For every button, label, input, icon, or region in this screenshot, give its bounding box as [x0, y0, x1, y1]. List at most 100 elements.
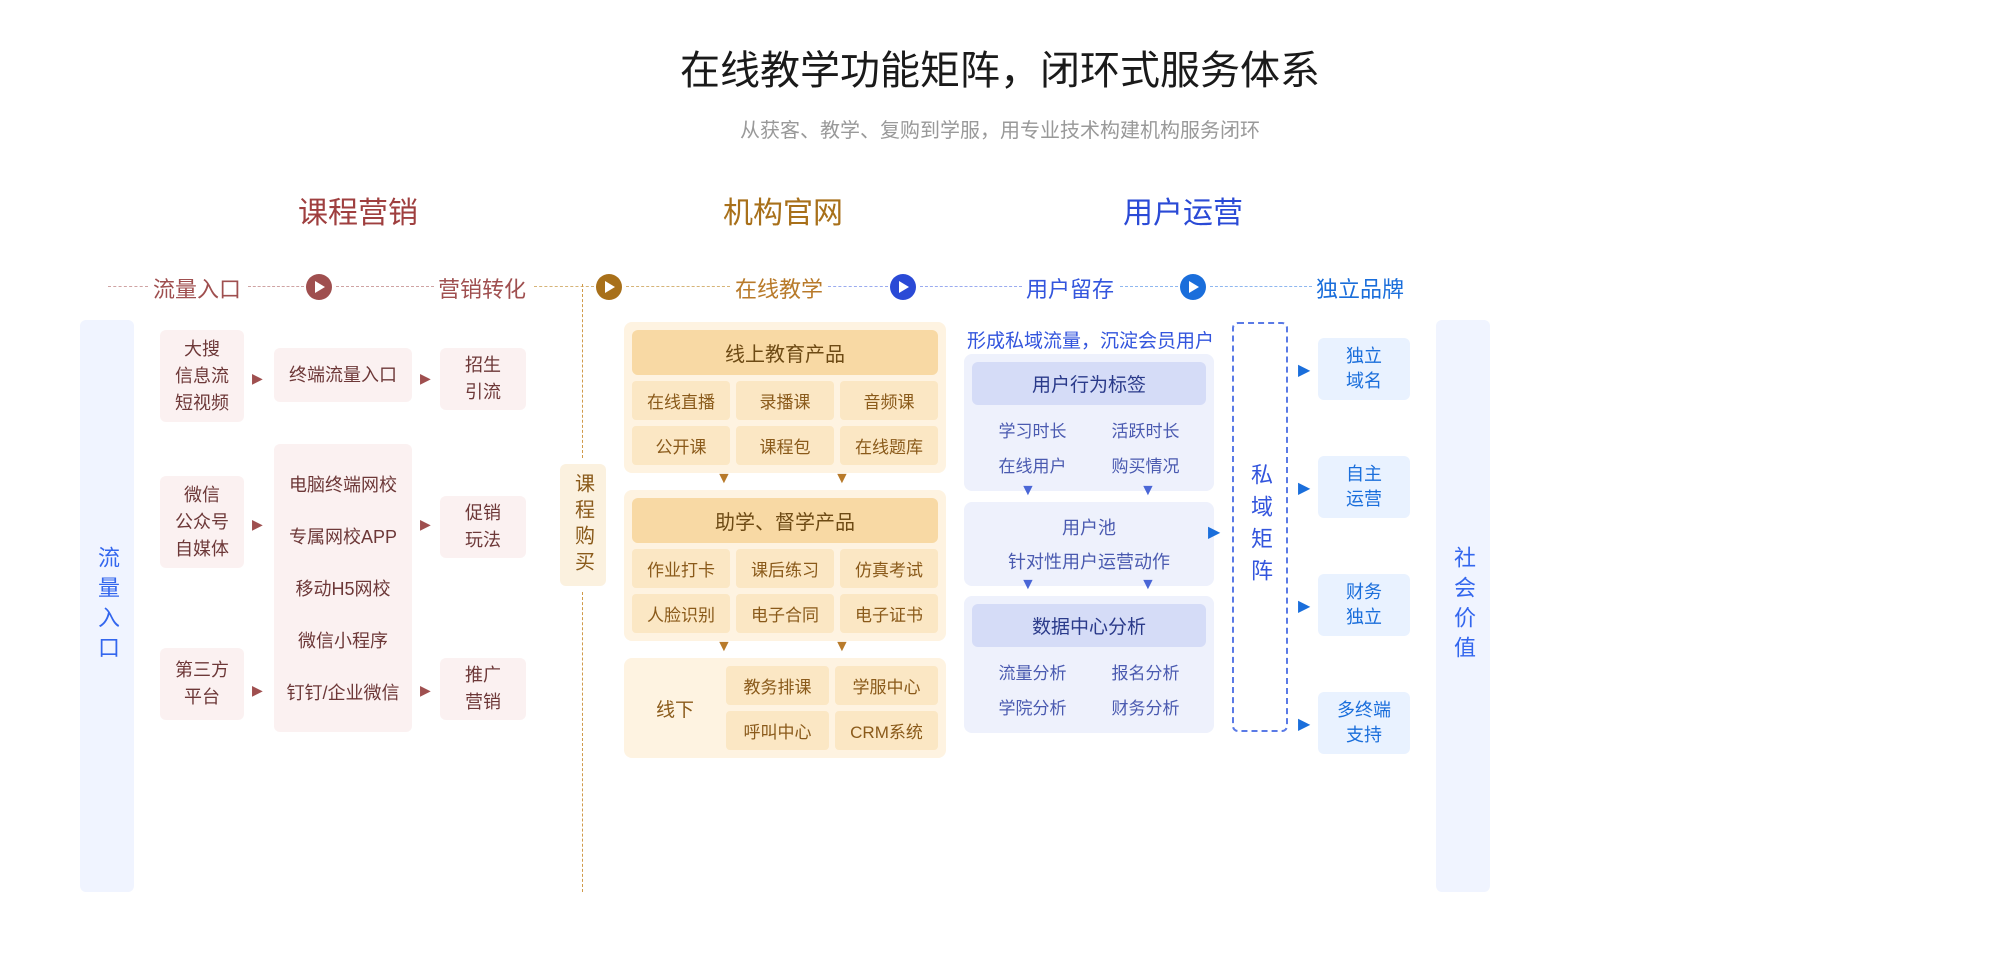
play-arrow-icon [890, 274, 916, 300]
pillar-heading: 课程营销 [298, 188, 418, 232]
feature-chip: 作业打卡 [632, 549, 730, 588]
pillar-heading: 机构官网 [723, 188, 843, 232]
terminal-item: 钉钉/企业微信 [286, 679, 399, 705]
play-arrow-icon [1180, 274, 1206, 300]
dash-line [248, 286, 304, 287]
private-matrix-box: 私域矩阵 [1232, 322, 1288, 732]
stage-label: 流量入口 [153, 272, 241, 304]
chevron-right-icon: ▶ [1298, 596, 1310, 616]
vertical-dash-line [582, 284, 583, 458]
stage-label: 用户留存 [1026, 272, 1114, 304]
chevron-down-icon: ▼ [1140, 576, 1156, 594]
feature-chip: 仿真考试 [840, 549, 938, 588]
dash-line [828, 286, 888, 287]
chevron-right-icon: ▶ [1298, 714, 1310, 734]
dash-line [920, 286, 1022, 287]
group-header: 线上教育产品 [632, 330, 938, 375]
chevron-down-icon: ▼ [716, 470, 732, 488]
play-arrow-icon [306, 274, 332, 300]
chevron-right-icon: ▶ [1208, 522, 1220, 542]
dash-line [534, 286, 594, 287]
brand-chip: 多终端 支持 [1318, 692, 1410, 754]
pool-line: 针对性用户运营动作 [964, 544, 1214, 578]
metric-label: 活跃时长 [1099, 417, 1192, 442]
convert-box: 推广 营销 [440, 658, 526, 720]
play-arrow-icon [596, 274, 622, 300]
traffic-source-box: 微信 公众号 自媒体 [160, 476, 244, 568]
pillar-heading: 用户运营 [1123, 188, 1243, 232]
terminals-box: 电脑终端网校专属网校APP 移动H5网校微信小程序钉钉/企业微信 [274, 444, 412, 732]
feature-chip: 在线直播 [632, 381, 730, 420]
traffic-source-box: 第三方 平台 [160, 648, 244, 720]
feature-chip: 教务排课 [726, 666, 829, 705]
offline-group: 线下教务排课学服中心呼叫中心CRM系统 [624, 658, 946, 758]
feature-chip: 录播课 [736, 381, 834, 420]
chevron-down-icon: ▼ [1020, 482, 1036, 500]
chevron-right-icon: ▶ [420, 682, 431, 699]
feature-chip: 电子证书 [840, 594, 938, 633]
metric-label: 购买情况 [1099, 452, 1192, 477]
brand-chip: 自主 运营 [1318, 456, 1410, 518]
chevron-down-icon: ▼ [716, 638, 732, 656]
feature-chip: 课后练习 [736, 549, 834, 588]
chevron-right-icon: ▶ [1298, 360, 1310, 380]
terminal-item: 电脑终端网校 [289, 471, 397, 497]
page-subtitle: 从获客、教学、复购到学服，用专业技术构建机构服务闭环 [0, 114, 2000, 143]
user-pool-panel: 用户池针对性用户运营动作 [964, 502, 1214, 586]
feature-chip: 学服中心 [835, 666, 938, 705]
brand-chip: 财务 独立 [1318, 574, 1410, 636]
dash-line [336, 286, 434, 287]
chevron-right-icon: ▶ [420, 516, 431, 533]
chevron-down-icon: ▼ [1020, 576, 1036, 594]
feature-chip: 电子合同 [736, 594, 834, 633]
blue-note: 形成私域流量，沉淀会员用户 [967, 326, 1214, 353]
chevron-down-icon: ▼ [1140, 482, 1156, 500]
side-bar-left: 流量入口 [80, 320, 134, 892]
assist-group: 助学、督学产品作业打卡课后练习仿真考试人脸识别电子合同电子证书 [624, 490, 946, 641]
terminal-item: 移动H5网校 [295, 575, 390, 601]
chevron-right-icon: ▶ [252, 682, 263, 699]
metric-label: 报名分析 [1099, 659, 1192, 684]
feature-chip: 音频课 [840, 381, 938, 420]
feature-chip: CRM系统 [835, 711, 938, 750]
dash-line [108, 286, 148, 287]
group-header: 助学、督学产品 [632, 498, 938, 543]
page-title: 在线教学功能矩阵，闭环式服务体系 [0, 0, 2000, 96]
chevron-right-icon: ▶ [252, 370, 263, 387]
chevron-down-icon: ▼ [834, 638, 850, 656]
stage-label: 在线教学 [735, 272, 823, 304]
traffic-source-box: 大搜 信息流 短视频 [160, 330, 244, 422]
stage-label: 营销转化 [438, 272, 526, 304]
dash-line [1120, 286, 1178, 287]
metric-label: 学习时长 [986, 417, 1079, 442]
feature-chip: 公开课 [632, 426, 730, 465]
vertical-dash-line [582, 592, 583, 892]
user-behavior-panel: 用户行为标签学习时长活跃时长在线用户购买情况 [964, 354, 1214, 491]
brand-chip: 独立 域名 [1318, 338, 1410, 400]
convert-box: 招生 引流 [440, 348, 526, 410]
data-center-panel: 数据中心分析流量分析报名分析学院分析财务分析 [964, 596, 1214, 733]
chevron-down-icon: ▼ [834, 470, 850, 488]
feature-chip: 人脸识别 [632, 594, 730, 633]
online-edu-group: 线上教育产品在线直播录播课音频课公开课课程包在线题库 [624, 322, 946, 473]
metric-label: 财务分析 [1099, 694, 1192, 719]
metric-label: 在线用户 [986, 452, 1079, 477]
panel-header: 用户行为标签 [972, 362, 1206, 405]
panel-header: 数据中心分析 [972, 604, 1206, 647]
feature-chip: 在线题库 [840, 426, 938, 465]
convert-box: 促销 玩法 [440, 496, 526, 558]
feature-chip: 课程包 [736, 426, 834, 465]
offline-label: 线下 [632, 695, 718, 722]
terminal-item: 专属网校APP [289, 523, 397, 549]
terminal-entry-box: 终端流量入口 [274, 348, 412, 402]
chevron-right-icon: ▶ [1298, 478, 1310, 498]
pool-line: 用户池 [964, 510, 1214, 544]
dash-line [1210, 286, 1312, 287]
metric-label: 流量分析 [986, 659, 1079, 684]
terminal-item: 微信小程序 [298, 627, 388, 653]
dash-line [626, 286, 730, 287]
course-buy-pill: 课程购买 [560, 464, 606, 586]
feature-chip: 呼叫中心 [726, 711, 829, 750]
stage-label: 独立品牌 [1316, 272, 1404, 304]
chevron-right-icon: ▶ [252, 516, 263, 533]
